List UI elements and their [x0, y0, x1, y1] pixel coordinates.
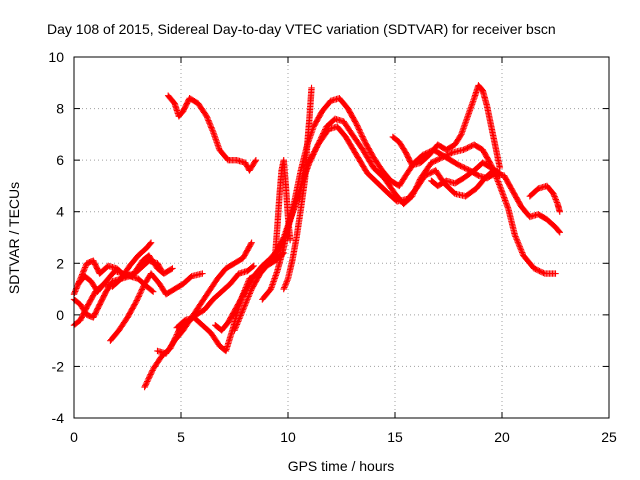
chart-title: Day 108 of 2015, Sidereal Day-to-day VTE…	[47, 21, 556, 37]
data-point-markers	[428, 159, 504, 190]
y-tick-label: 0	[56, 307, 64, 323]
x-tick-label: 20	[494, 429, 510, 445]
data-point-markers	[389, 82, 504, 172]
data-point-markers	[107, 270, 206, 344]
x-tick-label: 0	[70, 429, 78, 445]
y-tick-label: 6	[56, 152, 64, 168]
series-arc-q	[526, 182, 563, 215]
series-arc-e	[107, 270, 206, 344]
data-point-markers	[164, 92, 260, 174]
series-arc-c	[75, 257, 165, 295]
y-tick-label: 10	[48, 49, 64, 65]
plot-frame	[73, 56, 610, 419]
data-points	[70, 82, 563, 391]
x-axis-label: GPS time / hours	[288, 458, 395, 474]
y-tick-label: 4	[56, 204, 64, 220]
y-tick-label: 8	[56, 101, 64, 117]
x-tick-label: 25	[601, 429, 617, 445]
axis-ticks: 0 5 10 15 20 25 -4 -2 0 2 4 6 8 10	[48, 49, 617, 445]
data-point-markers	[75, 257, 165, 295]
series-arc-p	[428, 159, 504, 190]
y-tick-label: -4	[52, 410, 65, 426]
y-tick-label: -2	[52, 358, 65, 374]
series-arc-l	[271, 156, 294, 259]
x-tick-label: 5	[177, 429, 185, 445]
series-arc-k	[259, 95, 563, 303]
series-arc-n	[164, 92, 260, 174]
data-point-markers	[271, 156, 294, 259]
grid-lines	[74, 57, 609, 418]
series-arc-m	[280, 84, 315, 293]
x-tick-label: 15	[387, 429, 403, 445]
series-arc-o	[389, 82, 504, 172]
data-point-markers	[280, 84, 315, 293]
y-axis-label: SDTVAR / TECUs	[6, 182, 22, 294]
x-tick-label: 10	[280, 429, 296, 445]
data-point-markers	[526, 182, 563, 215]
y-tick-label: 2	[56, 255, 64, 271]
data-point-markers	[259, 95, 563, 303]
